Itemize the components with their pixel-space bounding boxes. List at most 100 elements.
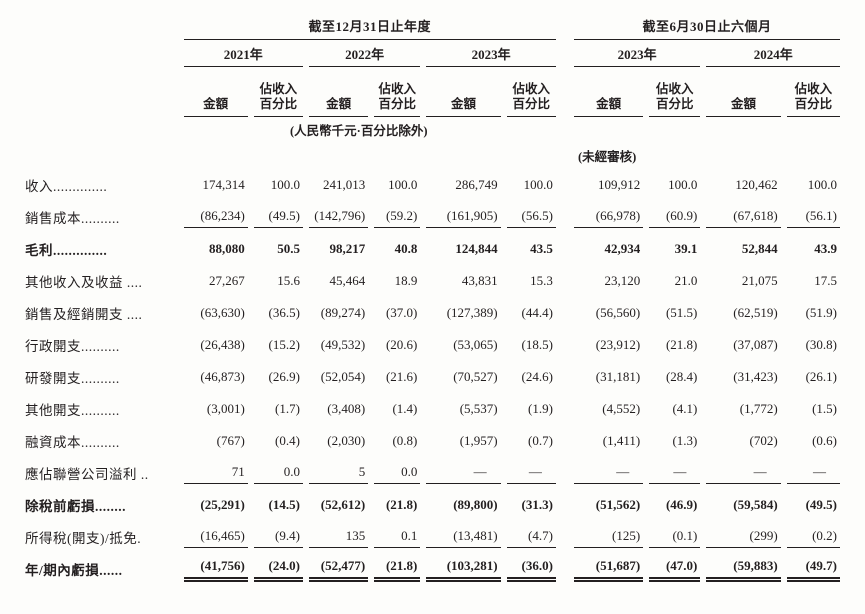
value-cell: —: [504, 457, 559, 489]
pct-of-revenue-header: 佔收入 百分比: [646, 67, 703, 117]
value-cell: (3,408): [327, 400, 366, 416]
value-cell: (30.8): [805, 336, 837, 352]
period-group-annual: 截至12月31日止年度: [181, 10, 559, 40]
value-cell: (59.2): [371, 201, 423, 233]
value-cell: (37.0): [385, 304, 418, 320]
value-cell: (56.1): [784, 201, 843, 233]
value-cell: (52,477): [306, 553, 371, 585]
column-gap: [559, 553, 571, 585]
value-cell: (46.9): [665, 496, 698, 512]
column-gap: [559, 521, 571, 553]
amount-header: 金額: [571, 67, 646, 117]
value-cell: 286,749: [455, 176, 498, 192]
value-cell: (0.4): [275, 432, 300, 448]
value-cell: (49,532): [320, 336, 366, 352]
value-cell: 100.0: [523, 176, 553, 192]
table-row: 應佔聯營公司溢利 .. 71 0.0 5 0.0— — — — — —: [22, 457, 843, 489]
value-cell: (24.6): [521, 368, 553, 384]
value-cell: —: [571, 457, 646, 489]
value-cell: 135: [306, 521, 371, 553]
value-cell: (1.7): [275, 400, 300, 416]
row-label: 行政開支..........: [25, 339, 120, 354]
value-cell: (4,552): [602, 400, 641, 416]
amount-header: 金額: [306, 67, 371, 117]
value-cell: (2,030): [327, 432, 366, 448]
financial-statements-table: 截至12月31日止年度 截至6月30日止六個月 2021年 2022年 2023…: [22, 10, 843, 585]
value-cell: 39.1: [674, 240, 698, 256]
value-cell: 100.0: [388, 176, 418, 192]
value-cell: (0.6): [812, 432, 837, 448]
value-cell: (1,957): [459, 432, 498, 448]
value-cell: —: [423, 457, 503, 489]
row-label: 年/期內虧損......: [25, 563, 123, 578]
value-cell: (127,389): [446, 304, 498, 320]
table-row: 收入.............. 174,314 100.0 241,013 100.0…: [22, 169, 843, 201]
table-row: 除稅前虧損........ (25,291) (14.5) (52,612) (21.8…: [22, 489, 843, 521]
value-cell: 43,831: [461, 272, 498, 288]
value-cell: 15.3: [530, 272, 553, 288]
value-cell: 100.0: [270, 176, 300, 192]
column-gap: [559, 201, 571, 233]
row-label: 所得稅(開支)/抵免.: [25, 531, 142, 546]
value-cell: (767): [216, 432, 245, 448]
value-cell: 0.1: [371, 521, 423, 553]
amount-header: 金額: [703, 67, 783, 117]
value-cell: (31,181): [595, 368, 641, 384]
value-cell: (36.5): [268, 304, 300, 320]
value-cell: 21.0: [674, 272, 698, 288]
value-cell: 174,314: [202, 176, 245, 192]
value-cell: 100.0: [668, 176, 698, 192]
currency-unit-note: (人民幣千元·百分比除外): [290, 124, 428, 138]
table-body: 收入.............. 174,314 100.0 241,013 100.0…: [22, 169, 843, 585]
value-cell: (20.6): [385, 336, 418, 352]
value-cell: 21,075: [741, 272, 778, 288]
amount-header: 金額: [181, 67, 251, 117]
value-cell: (21.8): [385, 496, 418, 512]
value-cell: 23,120: [604, 272, 641, 288]
value-cell: (4.1): [672, 400, 698, 416]
value-cell: (53,065): [453, 336, 498, 352]
value-cell: 241,013: [322, 176, 366, 192]
value-cell: 43.5: [530, 240, 553, 256]
value-cell: (4.7): [504, 521, 559, 553]
row-label: 銷售及經銷開支 ....: [25, 307, 143, 322]
value-cell: (51,562): [595, 496, 641, 512]
year-header-2023: 2023年: [423, 40, 559, 67]
value-cell: 120,462: [735, 176, 778, 192]
value-cell: (49.5): [805, 496, 837, 512]
year-header-2021: 2021年: [181, 40, 306, 67]
value-cell: (49.7): [784, 553, 843, 585]
value-cell: 18.9: [394, 272, 418, 288]
column-gap: [559, 233, 571, 265]
value-cell: (28.4): [665, 368, 698, 384]
value-cell: (0.8): [392, 432, 418, 448]
value-cell: (9.4): [251, 521, 306, 553]
value-cell: 42,934: [604, 240, 641, 256]
value-cell: 71: [181, 457, 251, 489]
row-label: 應佔聯營公司溢利 ..: [25, 467, 149, 482]
document-page: 截至12月31日止年度 截至6月30日止六個月 2021年 2022年 2023…: [0, 10, 865, 614]
value-cell: (14.5): [268, 496, 300, 512]
value-cell: (26.1): [805, 368, 837, 384]
value-cell: 50.5: [277, 240, 300, 256]
row-label: 除稅前虧損........: [25, 499, 126, 514]
value-cell: (1.3): [672, 432, 698, 448]
value-cell: (21.8): [371, 553, 423, 585]
row-label: 收入..............: [25, 179, 108, 194]
value-cell: (89,274): [320, 304, 366, 320]
value-cell: 40.8: [394, 240, 418, 256]
value-cell: (51.5): [665, 304, 698, 320]
value-cell: (37,087): [733, 336, 778, 352]
value-cell: —: [703, 457, 783, 489]
year-header-2022: 2022年: [306, 40, 423, 67]
column-gap: [559, 393, 571, 425]
value-cell: (59,584): [733, 496, 778, 512]
value-cell: 124,844: [455, 240, 498, 256]
table-row: 銷售及經銷開支 .... (63,630) (36.5) (89,274) (37.0)…: [22, 297, 843, 329]
value-cell: (52,612): [320, 496, 366, 512]
value-cell: (1.9): [527, 400, 553, 416]
row-label: 銷售成本..........: [25, 211, 120, 226]
value-cell: 100.0: [807, 176, 837, 192]
unaudited-note: (未經審核): [578, 150, 637, 164]
value-cell: 17.5: [814, 272, 837, 288]
